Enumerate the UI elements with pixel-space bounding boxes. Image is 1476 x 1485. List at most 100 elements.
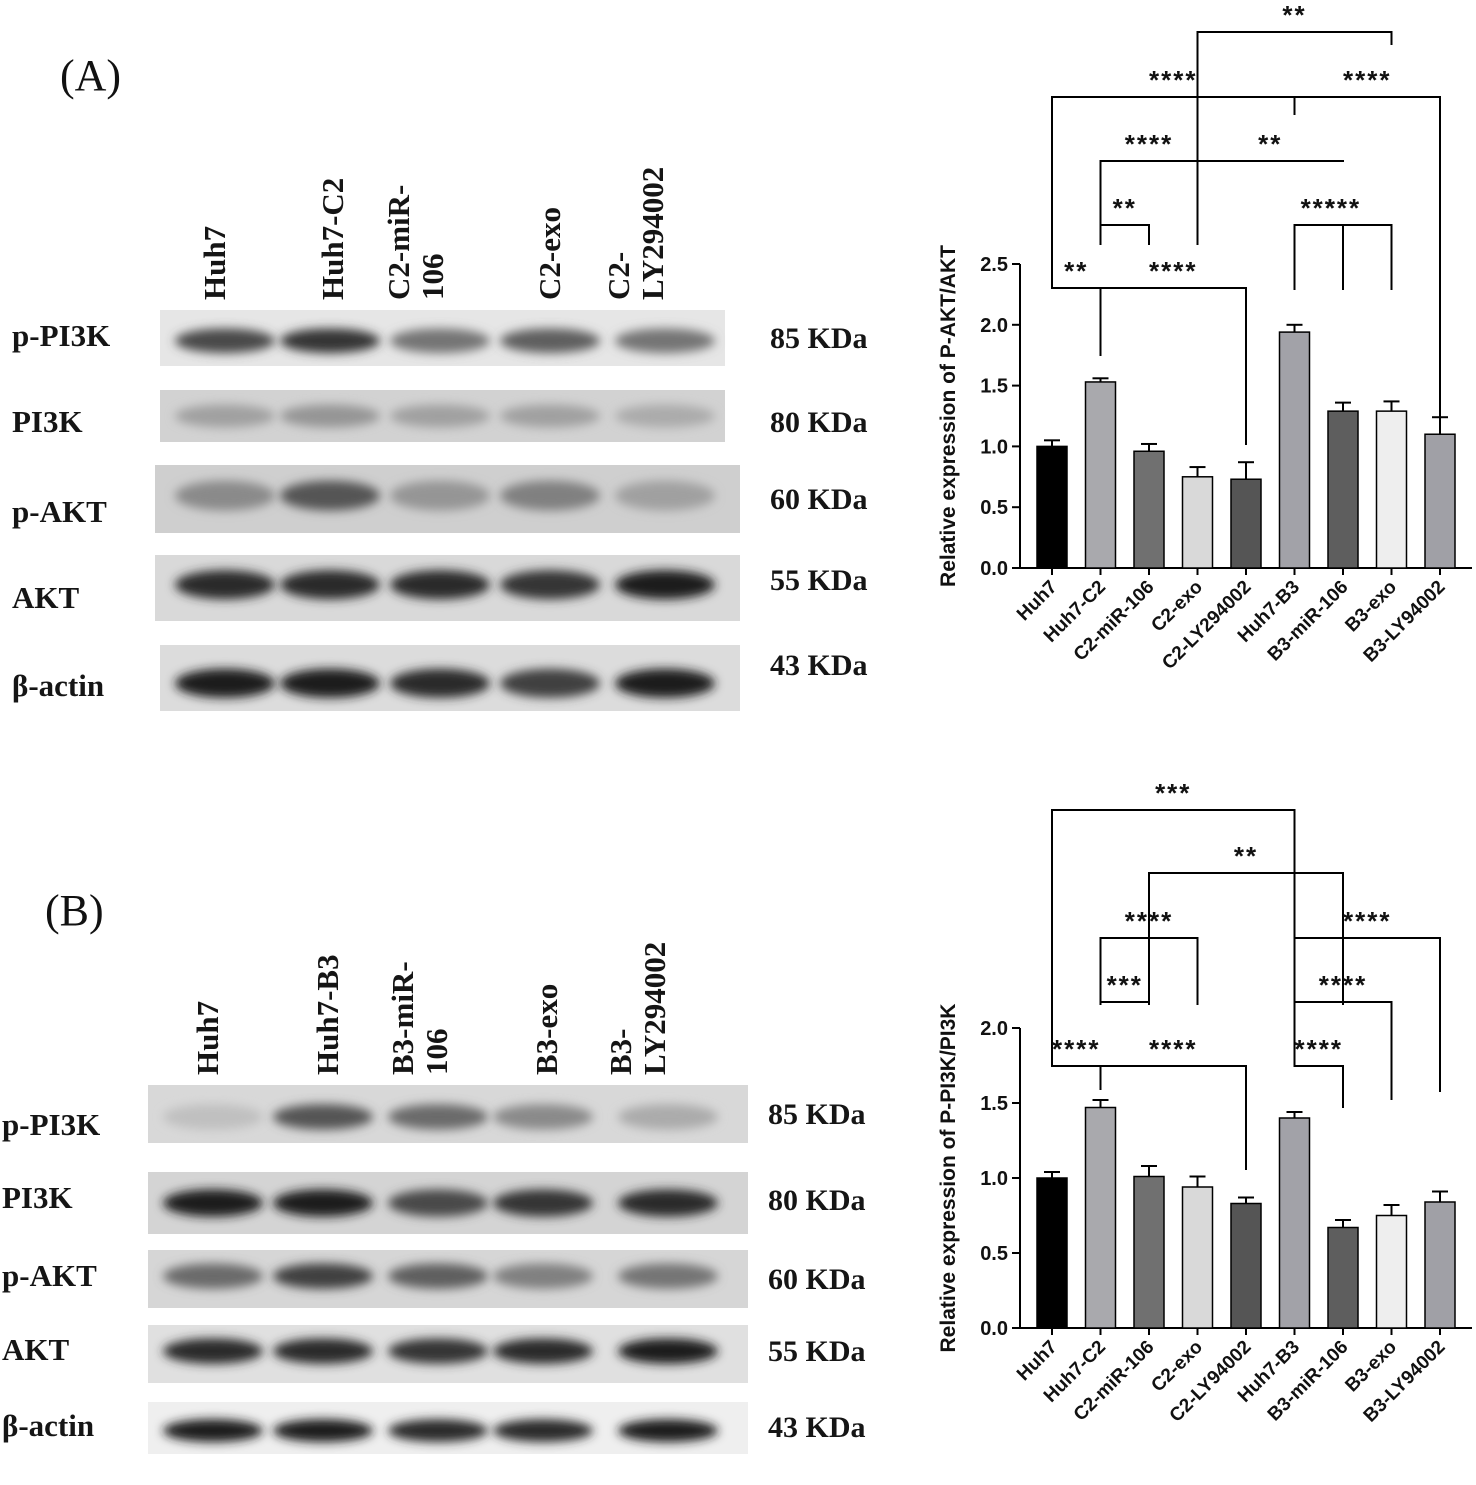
- blot-band: [500, 480, 600, 511]
- bar: [1278, 1117, 1311, 1329]
- y-tick-label: 1.5: [980, 1093, 1008, 1115]
- bar: [1036, 1177, 1068, 1329]
- blot-band: [273, 1338, 373, 1364]
- bar: [1036, 445, 1068, 569]
- significance-label: ****: [1149, 65, 1197, 95]
- blot-band: [493, 1104, 593, 1130]
- panel-a-kda-1: 85 KDa: [770, 322, 868, 355]
- blot-band: [500, 570, 600, 600]
- significance-label: ****: [1125, 129, 1173, 159]
- significance-label: ****: [1343, 906, 1391, 936]
- significance-label: ***: [1325, 193, 1361, 223]
- significance-label: ****: [1149, 256, 1197, 286]
- blot-band: [388, 1104, 488, 1130]
- blot-band: [175, 404, 275, 428]
- panel-b-row-beta-actin: β-actin: [2, 1408, 95, 1443]
- panel-b-bar-chart: 0.0 0.5 1.0 1.5 2.0 Relative expression of P-…: [937, 778, 1472, 1426]
- y-tick-label: 0.5: [980, 497, 1008, 519]
- panel-a-lane-1: Huh7: [197, 225, 232, 300]
- significance-bracket: [1293, 937, 1441, 1092]
- y-axis-title: Relative expression of P-PI3K/PI3K: [937, 1004, 960, 1353]
- significance-bracket: [1099, 1001, 1150, 1005]
- significance-label: **: [1234, 841, 1258, 871]
- bar: [1133, 1175, 1165, 1329]
- panel-b-row-akt: AKT: [2, 1332, 70, 1367]
- blot-band: [280, 328, 380, 354]
- blot-band: [163, 1104, 263, 1130]
- blot-band: [388, 1338, 488, 1364]
- blot-band: [273, 1189, 373, 1217]
- blot-band: [175, 668, 275, 698]
- blot-band: [390, 570, 490, 600]
- significance-bracket: [1051, 96, 1296, 245]
- panel-b-lane-1: Huh7: [190, 1000, 225, 1075]
- blot-band: [618, 1419, 718, 1443]
- bar: [1375, 410, 1408, 569]
- significance-label: ***: [1155, 778, 1191, 808]
- blot-band: [388, 1189, 488, 1217]
- panel-a-row-beta-actin: β-actin: [12, 668, 105, 703]
- y-tick-label: 0.0: [980, 1318, 1008, 1340]
- significance-bracket: [1293, 224, 1393, 290]
- significance-label: ***: [1107, 970, 1143, 1000]
- panel-b-row-p-akt: p-AKT: [2, 1258, 97, 1293]
- blot-band: [493, 1189, 593, 1217]
- panel-a-kda-3: 60 KDa: [770, 483, 868, 516]
- blot-band: [618, 1189, 718, 1217]
- bar: [1375, 1214, 1408, 1329]
- significance-bracket: [1196, 31, 1393, 245]
- blot-band: [500, 328, 600, 354]
- bar: [1424, 433, 1456, 569]
- panel-a-row-p-akt: p-AKT: [12, 494, 107, 529]
- panel-b-label: (B): [45, 886, 104, 935]
- blot-band: [493, 1419, 593, 1443]
- blot-band: [390, 480, 490, 511]
- blot-band: [618, 1104, 718, 1130]
- bar: [1181, 1186, 1214, 1329]
- panel-a-kda-4: 55 KDa: [770, 564, 868, 597]
- blot-band: [280, 480, 380, 511]
- significance-label: ****: [1149, 1034, 1197, 1064]
- blot-band: [175, 480, 275, 511]
- panel-a-row-akt: AKT: [12, 580, 80, 615]
- blot-band: [175, 328, 275, 354]
- blot-band: [163, 1338, 263, 1364]
- panel-b-row-pi3k: PI3K: [2, 1180, 73, 1215]
- y-tick-label: 1.5: [980, 376, 1008, 398]
- blot-band: [273, 1104, 373, 1130]
- blot-band: [280, 668, 380, 698]
- bar: [1424, 1201, 1456, 1329]
- blot-band: [615, 668, 715, 698]
- bar: [1230, 1202, 1262, 1329]
- blot-band: [163, 1263, 263, 1289]
- bar: [1084, 1106, 1117, 1329]
- blot-band: [615, 404, 715, 428]
- blot-band: [615, 328, 715, 354]
- blot-band: [163, 1189, 263, 1217]
- panel-b-kda-4: 55 KDa: [768, 1335, 866, 1368]
- y-tick-label: 2.5: [980, 254, 1008, 276]
- y-tick-label: 0.5: [980, 1243, 1008, 1265]
- panel-a-western-blot: [155, 310, 740, 711]
- blot-band: [390, 404, 490, 428]
- bar: [1133, 450, 1165, 569]
- panel-a-kda-2: 80 KDa: [770, 406, 868, 439]
- significance-bracket: [1293, 1005, 1344, 1108]
- blot-band: [280, 570, 380, 600]
- panel-b-row-p-pi3k: p-PI3K: [2, 1107, 101, 1142]
- significance-label: ****: [1319, 970, 1367, 1000]
- blot-band: [390, 328, 490, 354]
- blot-band: [390, 668, 490, 698]
- y-tick-label: 1.0: [980, 1168, 1008, 1190]
- significance-bracket: [1051, 809, 1296, 1005]
- panel-b-kda-5: 43 KDa: [768, 1411, 866, 1444]
- panel-b-western-blot: [148, 1085, 748, 1454]
- blot-band: [615, 480, 715, 511]
- bar: [1230, 478, 1262, 569]
- blot-band: [280, 404, 380, 428]
- y-tick-label: 0.0: [980, 558, 1008, 580]
- significance-bracket: [1293, 224, 1344, 290]
- blot-band: [388, 1263, 488, 1289]
- panel-a-label: (A): [60, 51, 122, 100]
- blot-band: [273, 1419, 373, 1443]
